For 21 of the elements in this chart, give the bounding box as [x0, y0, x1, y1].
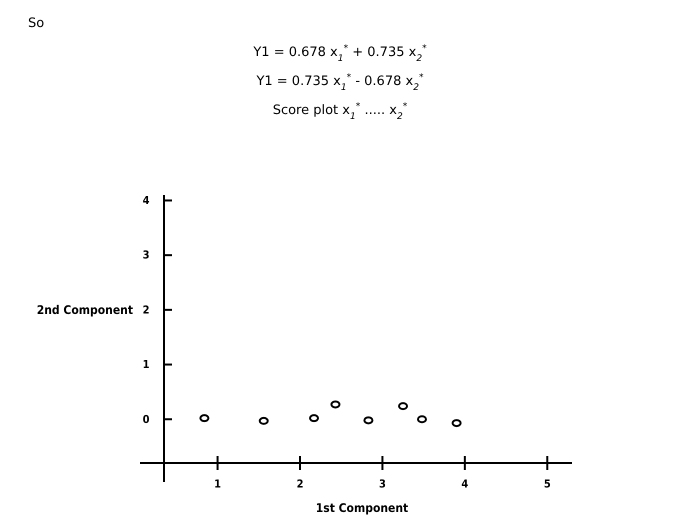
- text: So: [28, 16, 44, 31]
- y-tick-label: 4: [142, 194, 150, 207]
- point: [398, 402, 408, 410]
- point: [258, 416, 269, 425]
- y-tick-label: 1: [142, 358, 150, 372]
- point: [363, 416, 374, 424]
- point: [309, 414, 320, 422]
- y-axis-title: 2nd Component: [36, 302, 133, 317]
- point: [199, 414, 210, 422]
- point: [416, 415, 427, 424]
- x-tick-label: 2: [296, 477, 304, 490]
- y-tick-label: 3: [142, 248, 150, 262]
- point: [330, 400, 340, 408]
- y-tick-label: 2: [142, 303, 150, 316]
- point: [452, 419, 462, 428]
- x-tick-label: 3: [378, 477, 386, 490]
- x-tick-label: 5: [544, 477, 551, 490]
- x-axis-title: 1st Component: [316, 501, 408, 515]
- y-tick-label: 0: [142, 412, 150, 426]
- x-tick-label: 4: [461, 477, 468, 490]
- x-tick-label: 1: [214, 477, 222, 490]
